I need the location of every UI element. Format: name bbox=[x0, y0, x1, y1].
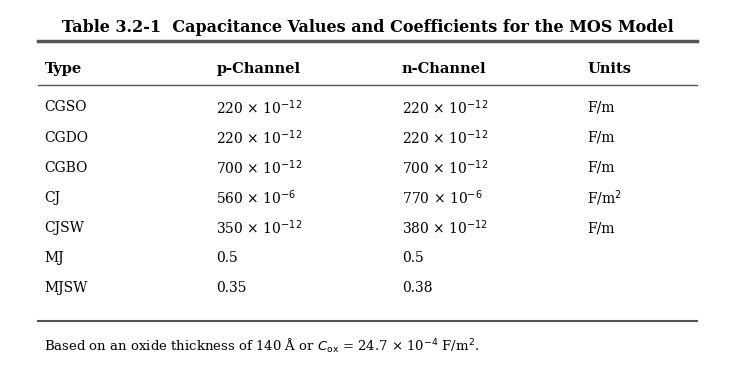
Text: 220 × 10$^{-12}$: 220 × 10$^{-12}$ bbox=[402, 128, 488, 147]
Text: 220 × 10$^{-12}$: 220 × 10$^{-12}$ bbox=[216, 98, 303, 117]
Text: 560 × 10$^{-6}$: 560 × 10$^{-6}$ bbox=[216, 189, 297, 207]
Text: 350 × 10$^{-12}$: 350 × 10$^{-12}$ bbox=[216, 219, 303, 237]
Text: CGBO: CGBO bbox=[44, 161, 87, 175]
Text: 220 × 10$^{-12}$: 220 × 10$^{-12}$ bbox=[216, 128, 303, 147]
Text: CGDO: CGDO bbox=[44, 131, 88, 145]
Text: 700 × 10$^{-12}$: 700 × 10$^{-12}$ bbox=[216, 159, 303, 177]
Text: n-Channel: n-Channel bbox=[402, 62, 487, 76]
Text: 0.5: 0.5 bbox=[216, 251, 238, 265]
Text: F/m: F/m bbox=[587, 131, 615, 145]
Text: p-Channel: p-Channel bbox=[216, 62, 301, 76]
Text: Type: Type bbox=[44, 62, 82, 76]
Text: F/m$^2$: F/m$^2$ bbox=[587, 188, 623, 208]
Text: Units: Units bbox=[587, 62, 631, 76]
Text: CJ: CJ bbox=[44, 191, 60, 205]
Text: 0.35: 0.35 bbox=[216, 281, 247, 295]
Text: Based on an oxide thickness of 140 Å or $C_{\mathrm{ox}}$ = 24.7 × 10$^{-4}$ F/m: Based on an oxide thickness of 140 Å or … bbox=[44, 337, 480, 355]
Text: F/m: F/m bbox=[587, 161, 615, 175]
Text: 0.5: 0.5 bbox=[402, 251, 423, 265]
Text: 0.38: 0.38 bbox=[402, 281, 432, 295]
Text: CJSW: CJSW bbox=[44, 221, 85, 235]
Text: 380 × 10$^{-12}$: 380 × 10$^{-12}$ bbox=[402, 219, 488, 237]
Text: 220 × 10$^{-12}$: 220 × 10$^{-12}$ bbox=[402, 98, 488, 117]
Text: MJSW: MJSW bbox=[44, 281, 87, 295]
Text: Table 3.2-1  Capacitance Values and Coefficients for the MOS Model: Table 3.2-1 Capacitance Values and Coeff… bbox=[62, 19, 673, 36]
Text: MJ: MJ bbox=[44, 251, 64, 265]
Text: F/m: F/m bbox=[587, 100, 615, 115]
Text: 700 × 10$^{-12}$: 700 × 10$^{-12}$ bbox=[402, 159, 488, 177]
Text: F/m: F/m bbox=[587, 221, 615, 235]
Text: CGSO: CGSO bbox=[44, 100, 87, 115]
Text: 770 × 10$^{-6}$: 770 × 10$^{-6}$ bbox=[402, 189, 482, 207]
